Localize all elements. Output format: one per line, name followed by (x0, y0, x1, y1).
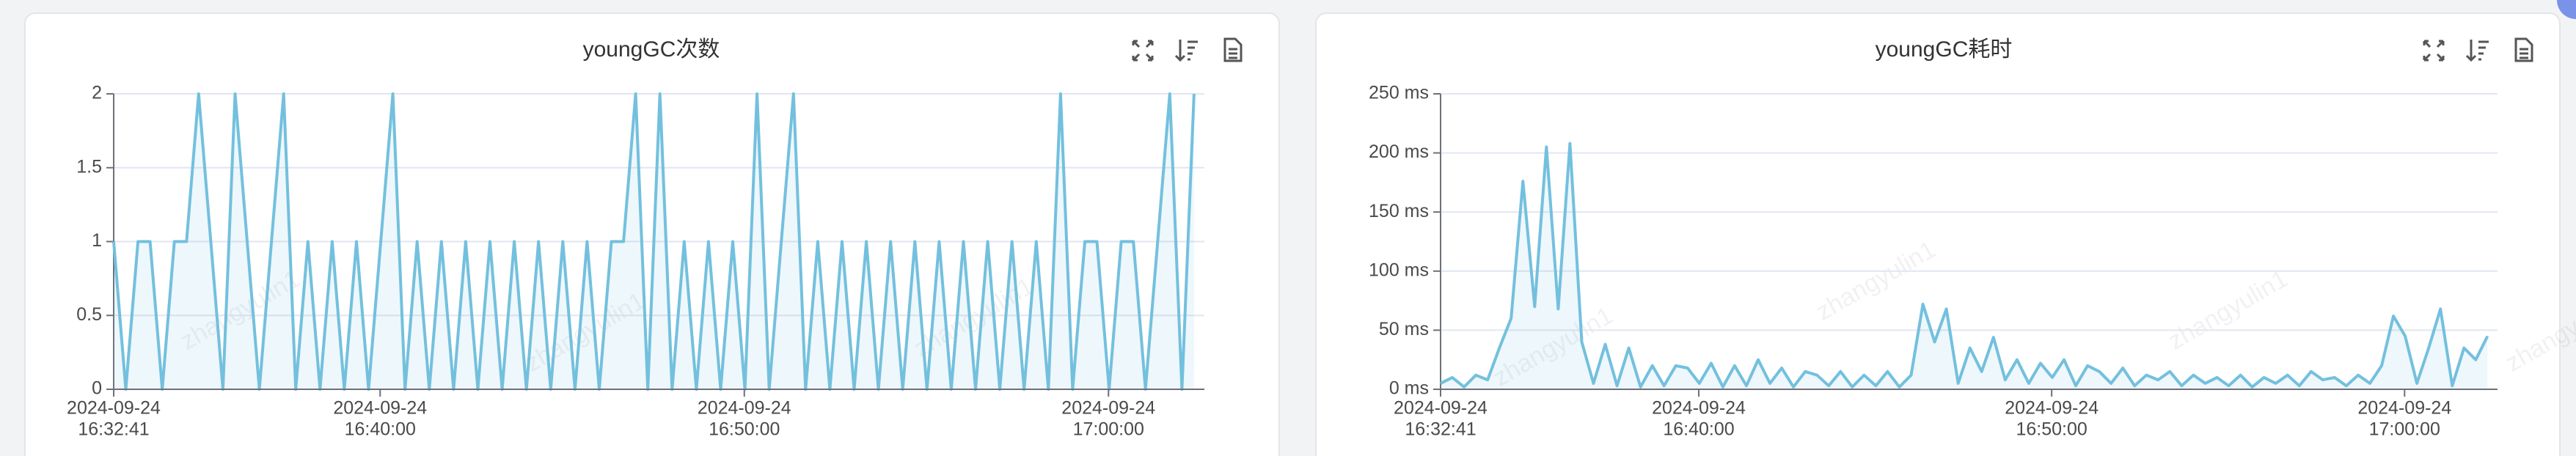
x-tick-label: 16:32:41 (1405, 419, 1476, 440)
y-tick-label: 200 ms (1369, 141, 1429, 162)
y-tick-label: 50 ms (1379, 319, 1429, 339)
chart-title: youngGC耗时 (1876, 37, 2013, 62)
y-tick-label: 0.5 (76, 304, 102, 325)
panel (1315, 12, 2561, 456)
x-tick-label: 16:50:00 (709, 419, 780, 440)
data-view-icon[interactable] (2514, 37, 2533, 62)
sort-icon[interactable] (1174, 40, 1198, 62)
line-series (112, 92, 1196, 391)
y-tick-label: 1 (92, 230, 102, 251)
y-tick-label: 0 (92, 378, 102, 399)
panel (24, 12, 1280, 456)
y-tick-label: 100 ms (1369, 260, 1429, 280)
x-tick-label: 2024-09-24 (2357, 398, 2451, 419)
toolbar (1132, 37, 2533, 62)
sort-icon[interactable] (2465, 40, 2489, 62)
x-tick-label: 2024-09-24 (1061, 398, 1155, 419)
y-tick-label: 150 ms (1369, 201, 1429, 221)
x-tick-label: 17:00:00 (1073, 419, 1144, 440)
x-tick-label: 2024-09-24 (1394, 398, 1488, 419)
y-tick-label: 250 ms (1369, 83, 1429, 103)
x-tick-label: 2024-09-24 (333, 398, 427, 419)
x-tick-label: 2024-09-24 (2005, 398, 2099, 419)
x-tick-label: 2024-09-24 (1652, 398, 1746, 419)
chart-title: youngGC次数 (583, 37, 720, 62)
y-tick-label: 0 ms (1389, 378, 1429, 399)
x-tick-label: 16:32:41 (78, 419, 149, 440)
x-tick-label: 2024-09-24 (67, 398, 161, 419)
y-tick-label: 1.5 (76, 156, 102, 177)
fullscreen-icon[interactable] (1132, 40, 1154, 62)
x-tick-label: 16:40:00 (1663, 419, 1734, 440)
x-tick-label: 17:00:00 (2369, 419, 2440, 440)
fullscreen-icon[interactable] (2423, 40, 2445, 62)
x-tick-label: 2024-09-24 (698, 398, 791, 419)
y-tick-label: 2 (92, 83, 102, 103)
x-tick-label: 16:40:00 (345, 419, 416, 440)
line-series (1440, 141, 2489, 389)
x-tick-label: 16:50:00 (2016, 419, 2087, 440)
corner-badge (2557, 0, 2576, 19)
data-view-icon[interactable] (1223, 37, 1243, 62)
